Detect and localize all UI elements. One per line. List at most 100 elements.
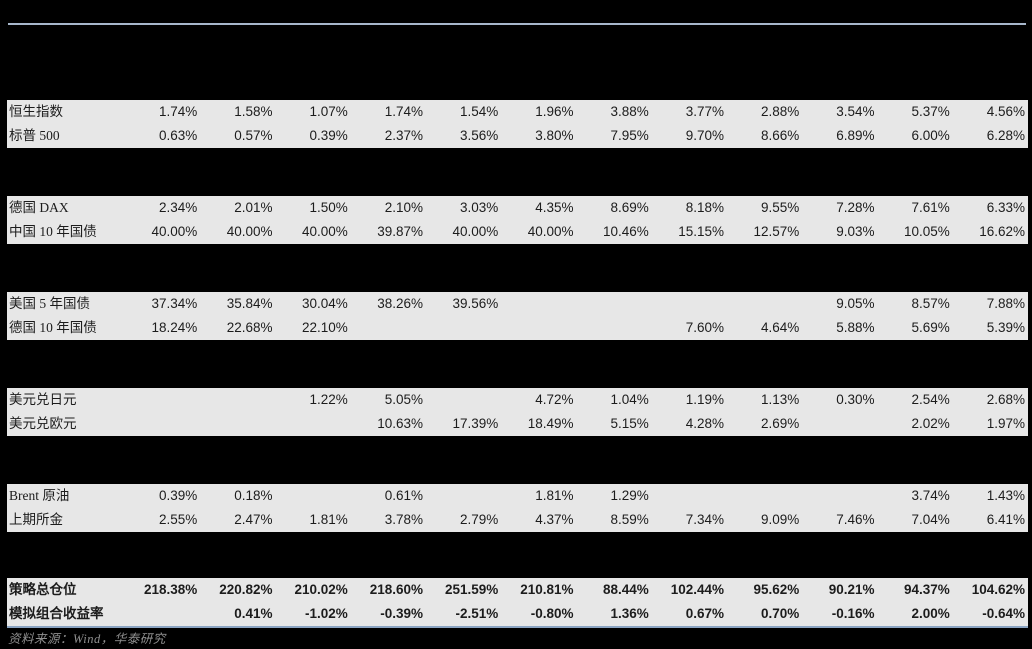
- table-cell: 94.37%: [903, 582, 950, 597]
- table-cell: 7.28%: [836, 200, 875, 215]
- row-label: 中国 10 年国债: [9, 224, 97, 239]
- table-cell: 90.21%: [828, 582, 875, 597]
- table-cell: 95.62%: [753, 582, 800, 597]
- table-cell: -2.51%: [455, 606, 499, 621]
- table-row: 模拟组合收益率 0.41% -1.02% -0.39% -2.51% -0.80% 1.36…: [7, 602, 1028, 626]
- table-cell: 218.38%: [143, 582, 198, 597]
- table-cell: 7.60%: [685, 320, 724, 335]
- row-label: 德国 DAX: [9, 200, 69, 215]
- table-cell: 8.59%: [610, 512, 649, 527]
- table-cell: 3.88%: [610, 104, 649, 119]
- table-cell: [426, 316, 501, 340]
- table-row: 德国 10 年国债 18.24% 22.68% 22.10% 7.60% 4.64% 5.8…: [7, 316, 1028, 340]
- row-group-fx: 美元兑日元 1.22% 5.05% 4.72% 1.04% 1.19% 1.13% 0.30%…: [7, 388, 1028, 436]
- table-cell: [577, 316, 652, 340]
- table-row: 标普 500 0.63% 0.57% 0.39% 2.37% 3.56% 3.80% 7.95…: [7, 124, 1028, 148]
- table-cell: 5.69%: [911, 320, 950, 335]
- table-row: 美元兑日元 1.22% 5.05% 4.72% 1.04% 1.19% 1.13% 0.30%…: [7, 388, 1028, 412]
- table-cell: 15.15%: [678, 224, 724, 239]
- table-cell: [426, 388, 501, 412]
- table-cell: [125, 388, 200, 412]
- row-label: 美国 5 年国债: [9, 296, 90, 311]
- table-cell: [727, 292, 802, 316]
- table-cell: 18.24%: [151, 320, 198, 335]
- table-cell: 0.41%: [234, 606, 273, 621]
- table-cell: 210.02%: [294, 582, 348, 597]
- table-cell: 5.15%: [610, 416, 649, 431]
- table-cell: 0.63%: [158, 128, 198, 143]
- table-cell: 7.46%: [836, 512, 875, 527]
- table-cell: 6.33%: [986, 200, 1025, 215]
- table-cell: [276, 412, 351, 436]
- table-cell: 104.62%: [971, 582, 1025, 597]
- bottom-divider: [7, 626, 1028, 628]
- table-cell: 40.00%: [452, 224, 499, 239]
- table-cell: 2.88%: [760, 104, 800, 119]
- table-cell: 6.89%: [836, 128, 875, 143]
- table-row: 策略总仓位 218.38% 220.82% 210.02% 218.60% 251.59%…: [7, 578, 1028, 602]
- table-cell: 7.04%: [911, 512, 950, 527]
- table-cell: 1.13%: [760, 392, 800, 407]
- table-cell: 0.39%: [158, 488, 198, 503]
- table-cell: 220.82%: [219, 582, 273, 597]
- row-label: 上期所金: [9, 512, 63, 527]
- row-label: 标普 500: [9, 128, 60, 143]
- table-cell: 6.00%: [911, 128, 950, 143]
- table-cell: 1.22%: [309, 392, 348, 407]
- table-row: 中国 10 年国债 40.00% 40.00% 40.00% 39.87% 40.00% 4…: [7, 220, 1028, 244]
- table-cell: 5.05%: [384, 392, 423, 407]
- table-cell: [802, 484, 877, 508]
- row-group-commodity: Brent 原油 0.39% 0.18% 0.61% 1.81% 1.29% 3.74% 1.…: [7, 484, 1028, 532]
- table-cell: 22.10%: [301, 320, 348, 335]
- table-row: 美国 5 年国债 37.34% 35.84% 30.04% 38.26% 39.56% 9.…: [7, 292, 1028, 316]
- table-cell: 6.41%: [986, 512, 1025, 527]
- table-cell: [652, 292, 727, 316]
- table-cell: 2.37%: [384, 128, 423, 143]
- table-cell: 4.35%: [535, 200, 574, 215]
- table-cell: 10.05%: [903, 224, 950, 239]
- table-cell: -0.80%: [530, 606, 574, 621]
- table-cell: 2.69%: [760, 416, 800, 431]
- table-cell: 30.04%: [301, 296, 348, 311]
- table-cell: 9.55%: [760, 200, 800, 215]
- table-cell: 1.36%: [610, 606, 649, 621]
- table-cell: 7.34%: [685, 512, 724, 527]
- table-row: Brent 原油 0.39% 0.18% 0.61% 1.81% 1.29% 3.74% 1.…: [7, 484, 1028, 508]
- table-cell: [501, 292, 576, 316]
- table-cell: 10.63%: [377, 416, 423, 431]
- table-cell: 1.04%: [610, 392, 649, 407]
- table-cell: [200, 388, 275, 412]
- table-cell: [501, 316, 576, 340]
- table-row: 恒生指数 1.74% 1.58% 1.07% 1.74% 1.54% 1.96% 3.88% 3…: [7, 100, 1028, 124]
- table-cell: 3.54%: [836, 104, 875, 119]
- table-cell: [125, 602, 200, 626]
- table-cell: [727, 484, 802, 508]
- table-cell: 4.37%: [535, 512, 574, 527]
- table-cell: 2.00%: [911, 606, 950, 621]
- source-note: 资料来源：Wind，华泰研究: [8, 632, 166, 646]
- table-cell: 0.30%: [836, 392, 875, 407]
- row-label: 模拟组合收益率: [9, 606, 104, 621]
- table-cell: 3.56%: [459, 128, 499, 143]
- table-cell: 8.69%: [610, 200, 649, 215]
- table-cell: 1.74%: [384, 104, 423, 119]
- table-cell: 1.81%: [535, 488, 574, 503]
- table-cell: 40.00%: [301, 224, 348, 239]
- table-cell: [802, 412, 877, 436]
- table-cell: 5.39%: [986, 320, 1025, 335]
- table-cell: 39.87%: [377, 224, 423, 239]
- table-cell: 2.68%: [986, 392, 1025, 407]
- row-label: 美元兑欧元: [9, 416, 77, 431]
- table-cell: 88.44%: [602, 582, 649, 597]
- table-cell: 4.64%: [760, 320, 800, 335]
- table-cell: 39.56%: [452, 296, 499, 311]
- table-cell: 7.88%: [986, 296, 1025, 311]
- table-cell: 18.49%: [527, 416, 574, 431]
- table-cell: 9.03%: [836, 224, 875, 239]
- table-cell: 16.62%: [979, 224, 1025, 239]
- table-cell: 2.10%: [384, 200, 423, 215]
- row-group-us-de-bond: 美国 5 年国债 37.34% 35.84% 30.04% 38.26% 39.56% 9.…: [7, 292, 1028, 340]
- table-cell: 1.19%: [685, 392, 724, 407]
- table-cell: 17.39%: [452, 416, 499, 431]
- table-cell: 4.56%: [986, 104, 1025, 119]
